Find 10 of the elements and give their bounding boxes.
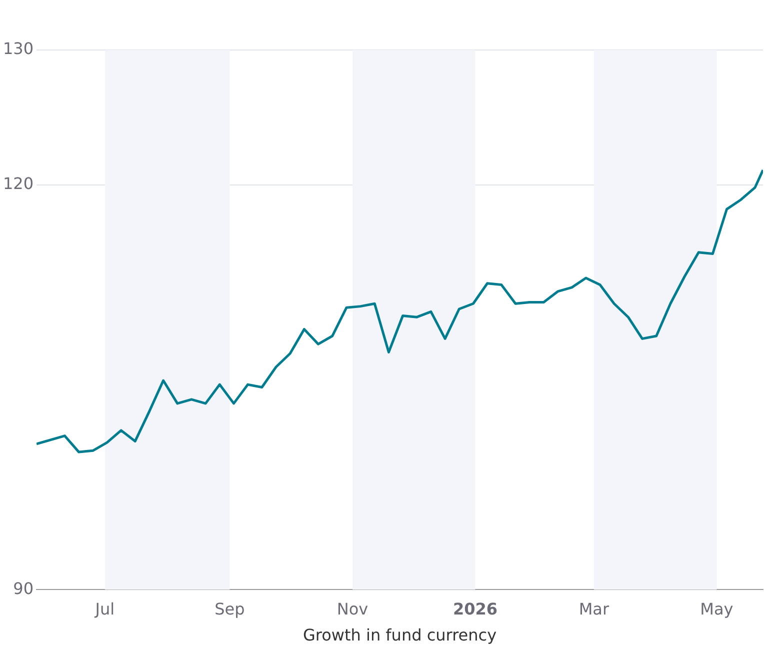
x-tick-label: Jul: [94, 599, 115, 618]
x-tick-label: May: [700, 599, 734, 618]
x-tick-label: Mar: [578, 599, 610, 618]
x-tick-label: Nov: [336, 599, 368, 618]
x-axis-title: Growth in fund currency: [302, 626, 497, 645]
y-tick-label: 120: [2, 174, 34, 194]
x-tick-label: Sep: [214, 599, 245, 618]
y-tick-label: 90: [13, 578, 34, 598]
y-tick-label: 130: [2, 39, 34, 58]
x-tick-label: 2026: [452, 599, 498, 618]
